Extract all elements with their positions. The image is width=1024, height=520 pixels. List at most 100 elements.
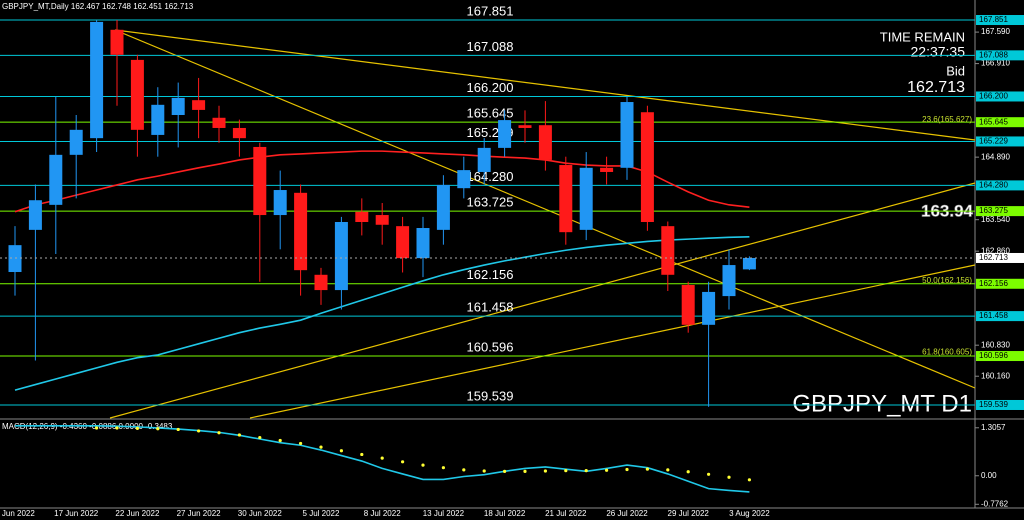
macd-signal-dot xyxy=(462,468,466,472)
candle-body xyxy=(600,167,614,172)
candle-body xyxy=(110,29,124,55)
macd-signal-dot xyxy=(360,452,364,457)
axis-price-label: 161.458 xyxy=(979,311,1008,320)
axis-price-box xyxy=(976,399,1024,410)
candle-body xyxy=(538,125,552,160)
macd-signal-dot xyxy=(564,469,568,473)
candle-body xyxy=(130,59,144,130)
macd-signal-dot xyxy=(523,469,527,473)
macd-signal-dot xyxy=(401,460,405,464)
candle-body xyxy=(681,284,695,325)
candle-body xyxy=(477,147,491,172)
x-tick-label: 8 Jul 2022 xyxy=(364,509,401,518)
symbol-label: GBPJPY_MT D1 xyxy=(792,390,972,417)
axis-price-label: 160.596 xyxy=(979,351,1008,360)
candle-body xyxy=(90,21,104,139)
x-tick-label: 5 Jul 2022 xyxy=(303,509,340,518)
current-price-box xyxy=(976,252,1024,263)
axis-price-box xyxy=(976,15,1024,26)
x-tick-label: 4 Jun 2022 xyxy=(0,509,35,518)
axis-price-box xyxy=(976,351,1024,362)
candle-body xyxy=(171,97,185,116)
candle-body xyxy=(559,165,573,233)
level-label: 165.645 xyxy=(467,106,514,121)
axis-price-label: 167.088 xyxy=(979,50,1008,59)
macd-tick-label: 1.3057 xyxy=(981,423,1006,432)
macd-signal-dot xyxy=(217,431,221,435)
x-tick-label: 22 Jun 2022 xyxy=(115,509,160,518)
macd-signal-dot xyxy=(380,456,384,460)
x-tick-label: 21 Jul 2022 xyxy=(545,509,587,518)
candle-body xyxy=(69,129,83,155)
macd-signal-dot xyxy=(605,468,609,472)
axis-price-box xyxy=(976,50,1024,61)
axis-price-label: 167.851 xyxy=(979,15,1008,24)
level-label: 164.280 xyxy=(467,169,514,184)
x-tick-label: 18 Jul 2022 xyxy=(484,509,526,518)
candle-body xyxy=(334,221,348,291)
axis-price-box xyxy=(976,180,1024,191)
macd-tick-label: -0.7762 xyxy=(981,499,1009,508)
x-tick-label: 17 Jun 2022 xyxy=(54,509,99,518)
candle-body xyxy=(355,211,369,222)
macd-signal-dot xyxy=(156,427,160,431)
trendlines xyxy=(109,29,976,419)
y-tick-label: 160.160 xyxy=(981,371,1010,380)
level-label: 162.156 xyxy=(467,267,514,282)
fib-label: 61.8(160.605) xyxy=(922,348,972,357)
macd-signal-dot xyxy=(686,470,690,474)
x-tick-label: 27 Jun 2022 xyxy=(177,509,222,518)
candle-body xyxy=(192,100,206,110)
macd-tick-label: 0.00 xyxy=(981,471,997,480)
candle-body xyxy=(273,190,287,216)
axis-price-box xyxy=(976,311,1024,322)
candle-body xyxy=(620,102,634,168)
fib-label: 50.0(162.156) xyxy=(922,276,972,285)
trendline xyxy=(114,29,976,141)
macd-signal-dot xyxy=(584,469,588,473)
candle-body xyxy=(375,215,389,225)
macd-signal-dot xyxy=(625,467,629,472)
candle-body xyxy=(253,146,267,216)
macd-signal-dot xyxy=(482,469,486,473)
macd-signal-dot xyxy=(278,438,282,443)
macd-signal-dot xyxy=(421,463,425,467)
macd-signal-dot xyxy=(237,433,241,437)
axis-price-box xyxy=(976,206,1024,217)
chart-header: GBPJPY_MT,Daily 162.467 162.748 162.451 … xyxy=(2,2,194,11)
macd-signal-dot xyxy=(197,429,201,433)
level-label: 163.725 xyxy=(467,195,514,210)
level-label: 166.200 xyxy=(467,80,514,95)
axis-price-label: 163.275 xyxy=(979,206,1008,215)
candle-body xyxy=(396,226,410,259)
y-tick-label: 160.830 xyxy=(981,340,1010,349)
candle-body xyxy=(28,200,42,230)
level-label: 159.539 xyxy=(467,388,514,403)
candle-body xyxy=(294,192,308,271)
axis-price-box xyxy=(976,136,1024,147)
fib-label: 23.6(165.627) xyxy=(922,115,972,124)
bid-label: Bid xyxy=(946,63,965,78)
x-tick-label: 29 Jul 2022 xyxy=(668,509,710,518)
x-tick-label: 3 Aug 2022 xyxy=(729,509,770,518)
macd-signal-dot xyxy=(258,435,262,440)
macd-signal-dot xyxy=(747,478,752,482)
macd-signal-dot xyxy=(319,445,323,449)
macd-signal-dot xyxy=(727,475,731,479)
y-tick-label: 167.590 xyxy=(981,27,1010,36)
candle-body xyxy=(702,291,716,325)
macd-signal-dot xyxy=(707,472,711,476)
x-tick-label: 30 Jun 2022 xyxy=(238,509,283,518)
y-tick-label: 166.910 xyxy=(981,59,1010,68)
axis-price-box xyxy=(976,117,1024,128)
axis-price-label: 166.200 xyxy=(979,92,1008,101)
y-tick-label: 163.540 xyxy=(981,215,1010,224)
macd-signal-dot xyxy=(666,468,670,472)
candle-body xyxy=(49,154,63,205)
time-label: TIME REMAIN xyxy=(880,29,965,44)
x-tick-label: 26 Jul 2022 xyxy=(606,509,648,518)
axis-price-label: 162.156 xyxy=(979,279,1008,288)
candle-body xyxy=(457,170,471,189)
macd-signal-dot xyxy=(645,467,650,471)
